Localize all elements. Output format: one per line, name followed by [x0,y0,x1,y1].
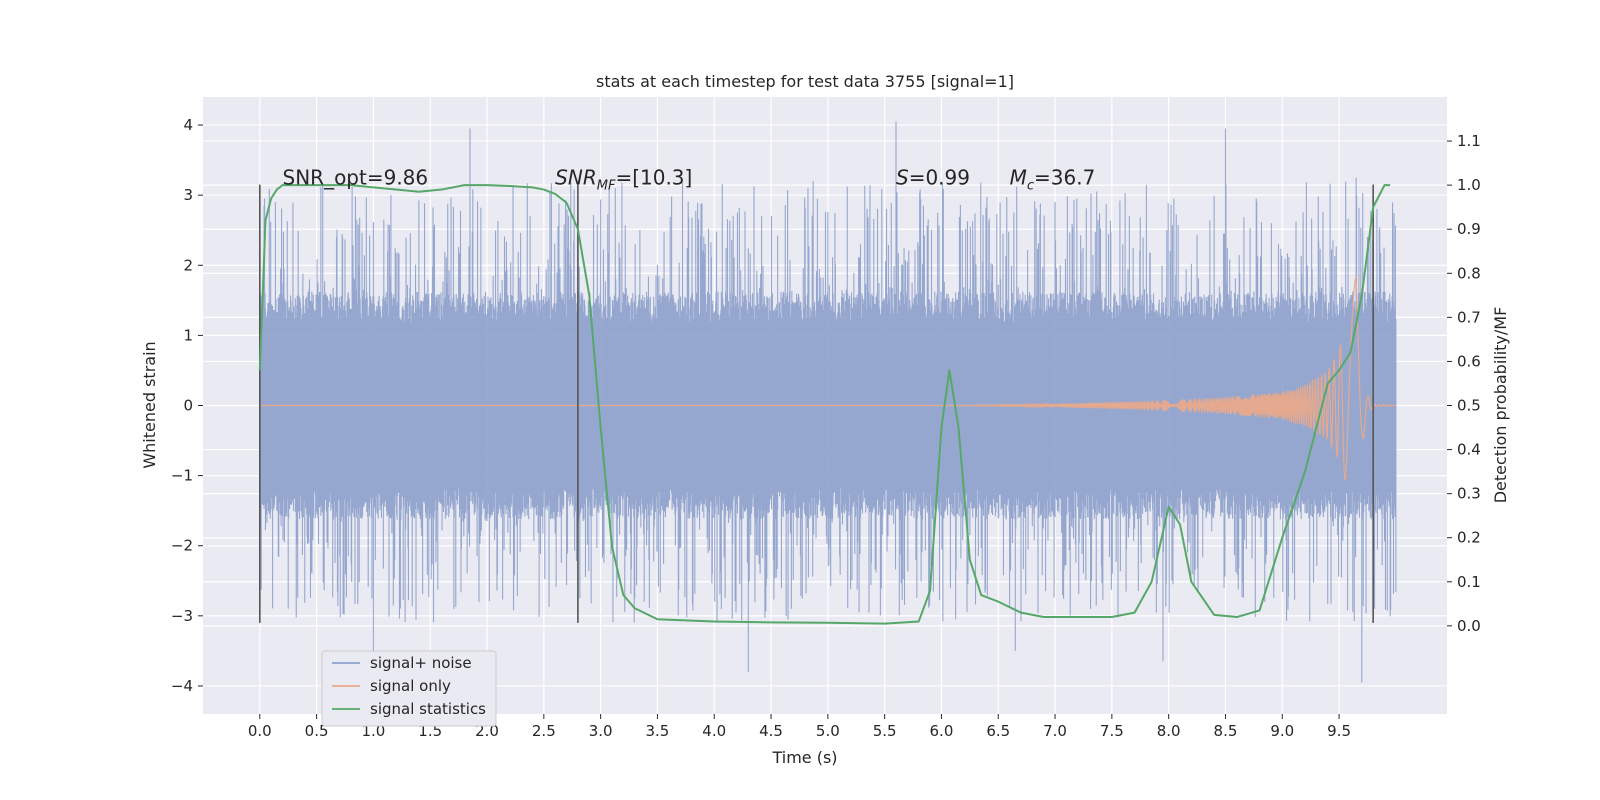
y-axis-right-label: Detection probability/MF [1491,307,1510,504]
chart-title: stats at each timestep for test data 375… [596,72,1014,91]
y-left-tick-label: 2 [183,256,193,274]
x-tick-label: 3.5 [645,722,669,740]
annotations: SNR_opt=9.86 SNRMF=[10.3] S=0.99 Mc=36.7 [283,166,1096,194]
annotation-subscript: c [1027,179,1034,194]
y-right-tick-label: 0.3 [1457,485,1481,503]
y-right-tick-label: 0.7 [1457,308,1481,326]
x-tick-label: 7.0 [1043,722,1067,740]
y-left-tick-label: 3 [183,186,193,204]
axes: 0.0 0.5 1.0 1.5 2.0 2.5 3.0 3.5 4.0 4.5 5.0 5.5 6.0 6… [171,116,1481,740]
y-axis-left-label: Whitened strain [140,341,159,468]
x-tick-label: 4.0 [702,722,726,740]
y-right-tick-label: 0.8 [1457,264,1481,282]
legend-box [321,650,497,727]
x-tick-label: 8.0 [1157,722,1181,740]
y-left-tick-label: 1 [183,326,193,344]
y-right-tick-label: 0.2 [1457,529,1481,547]
y-left-tick-label: −4 [171,677,193,695]
annotation-subscript: MF [597,179,616,194]
signal-trace [259,275,1396,481]
x-tick-label: 2.5 [532,722,556,740]
annotation-s: S=0.99 [896,166,970,190]
y-right-tick-label: 0.1 [1457,573,1481,591]
x-tick-label: 7.5 [1100,722,1124,740]
x-tick-label: 0.5 [305,722,329,740]
legend: signal+ noise signal only signal statist… [321,650,497,727]
legend-label-statistics: signal statistics [370,700,486,718]
y-right-tick-label: 0.6 [1457,352,1481,370]
annotation-snr-opt: SNR_opt=9.86 [283,166,429,190]
x-tick-label: 8.5 [1214,722,1238,740]
x-tick-label: 4.5 [759,722,783,740]
x-axis-label: Time (s) [771,748,837,767]
x-tick-label: 5.5 [873,722,897,740]
annotation-value: =0.99 [909,166,970,190]
vertical-markers [259,184,1374,623]
signal-only-series [259,275,1396,481]
annotation-snr-mf: SNRMF=[10.3] [555,166,692,194]
annotation-value: =[10.3] [615,166,692,190]
y-left-tick-label: 4 [183,116,193,134]
annotation-mc: Mc=36.7 [1010,166,1096,194]
x-tick-label: 3.0 [589,722,613,740]
y-left-tick-label: −2 [171,537,193,555]
annotation-symbol: S [896,166,909,190]
y-right-tick-label: 0.4 [1457,441,1481,459]
y-right-tick-label: 0.9 [1457,220,1481,238]
x-tick-label: 0.0 [248,722,272,740]
statistics-line [258,184,1391,625]
annotation-symbol: M [1010,166,1027,190]
annotation-symbol: SNR [555,166,597,190]
y-left-tick-label: 0 [183,397,193,415]
y-right-tick-label: 0.5 [1457,397,1481,415]
y-right-tick-label: 0.0 [1457,617,1481,635]
x-tick-label: 6.0 [930,722,954,740]
y-left-tick-label: −3 [171,607,193,625]
y-right-tick-label: 1.1 [1457,132,1481,150]
legend-label-signal: signal only [370,677,451,695]
y-right-tick-label: 1.0 [1457,176,1481,194]
annotation-value: =36.7 [1034,166,1095,190]
x-tick-label: 9.5 [1327,722,1351,740]
legend-label-noise: signal+ noise [370,654,472,672]
x-tick-label: 5.0 [816,722,840,740]
x-tick-label: 6.5 [986,722,1010,740]
signal-statistics-series [258,184,1391,625]
y-left-tick-label: −1 [171,467,193,485]
x-tick-label: 9.0 [1270,722,1294,740]
